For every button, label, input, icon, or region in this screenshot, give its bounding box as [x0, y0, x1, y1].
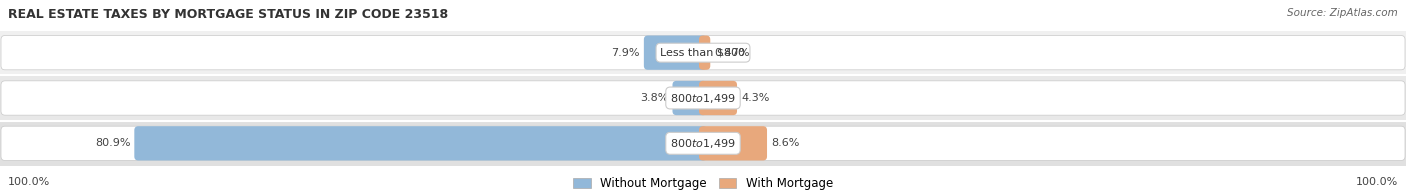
FancyBboxPatch shape	[1, 81, 1405, 115]
Text: 4.3%: 4.3%	[741, 93, 769, 103]
Text: 0.47%: 0.47%	[714, 48, 749, 58]
FancyBboxPatch shape	[699, 81, 737, 115]
FancyBboxPatch shape	[644, 35, 707, 70]
Text: 8.6%: 8.6%	[770, 138, 800, 148]
FancyBboxPatch shape	[135, 126, 707, 161]
Bar	[0, 75, 1406, 121]
FancyBboxPatch shape	[672, 81, 707, 115]
Text: 100.0%: 100.0%	[1355, 177, 1398, 187]
FancyBboxPatch shape	[1, 126, 1405, 161]
Text: Source: ZipAtlas.com: Source: ZipAtlas.com	[1288, 8, 1398, 18]
Text: REAL ESTATE TAXES BY MORTGAGE STATUS IN ZIP CODE 23518: REAL ESTATE TAXES BY MORTGAGE STATUS IN …	[8, 8, 449, 21]
FancyBboxPatch shape	[699, 126, 768, 161]
Text: 100.0%: 100.0%	[8, 177, 51, 187]
Text: 80.9%: 80.9%	[94, 138, 131, 148]
Legend: Without Mortgage, With Mortgage: Without Mortgage, With Mortgage	[574, 177, 832, 190]
Text: 3.8%: 3.8%	[640, 93, 668, 103]
Text: Less than $800: Less than $800	[661, 48, 745, 58]
FancyBboxPatch shape	[1, 35, 1405, 70]
Text: 7.9%: 7.9%	[612, 48, 640, 58]
Text: $800 to $1,499: $800 to $1,499	[671, 92, 735, 104]
FancyBboxPatch shape	[699, 35, 710, 70]
Bar	[0, 30, 1406, 75]
Text: $800 to $1,499: $800 to $1,499	[671, 137, 735, 150]
Bar	[0, 121, 1406, 166]
